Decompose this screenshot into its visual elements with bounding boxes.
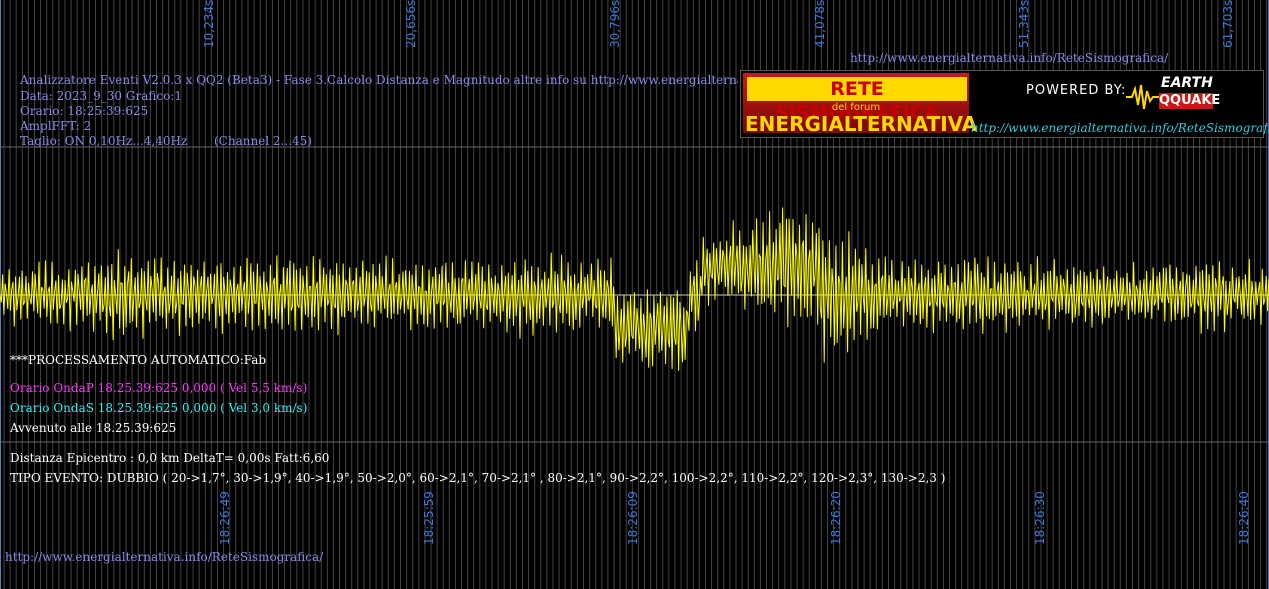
time-line: Orario: 18:25:39:625 — [20, 104, 149, 118]
top-url-link[interactable]: http://www.energialternativa.info/ReteSi… — [850, 51, 1169, 65]
date-line: Data: 2023_9_30 Grafico:1 — [20, 89, 182, 103]
bottom-tick-label: 18:25:59 — [422, 491, 436, 545]
filter-line: Taglio: ON 0,10Hz...4,40Hz (Channel 2...… — [20, 134, 312, 148]
footer-url-link[interactable]: http://www.energialternativa.info/ReteSi… — [5, 550, 324, 564]
banner-rete-label: RETE SISMOGRAFICA — [747, 77, 967, 124]
top-tick-label: 51,343s — [1017, 0, 1031, 48]
bottom-tick-label: 18:26:30 — [1033, 491, 1047, 545]
banner-earth-label: EARTH — [1161, 75, 1213, 91]
top-tick-label: 61,703s — [1221, 0, 1235, 48]
top-tick-label: 30,796s — [608, 0, 622, 48]
bottom-tick-label: 18:26:49 — [218, 491, 232, 545]
app-title: Analizzatore Eventi V2.0.3 x QQ2 (Beta3)… — [20, 73, 738, 87]
onda-p-line: Orario OndaP 18.25.39:625 0,000 ( Vel 5,… — [10, 381, 308, 395]
seismic-trace — [0, 207, 1269, 371]
banner-forum-label: del forum — [831, 102, 881, 113]
top-tick-label: 41,078s — [813, 0, 827, 48]
bottom-tick-label: 18:26:20 — [829, 491, 843, 545]
top-tick-label: 10,234s — [202, 0, 216, 48]
bottom-tick-label: 18:26:40 — [1237, 491, 1251, 545]
banner-url-link[interactable]: http://www.energialternativa.info/ReteSi… — [971, 121, 1269, 135]
banner-qquake-label: QQUAKE — [1159, 93, 1221, 109]
onda-s-line: Orario OndaS 18.25.39:625 0,000 ( Vel 3,… — [10, 401, 308, 415]
amplfft-line: AmplFFT: 2 — [20, 119, 92, 133]
processing-status: ***PROCESSAMENTO AUTOMATICO:Fab — [10, 353, 267, 367]
banner-energia-label: ENERGIALTERNATIVA — [745, 112, 978, 136]
banner-logo-block: RETE SISMOGRAFICA del forum ENERGIALTERN… — [743, 73, 978, 136]
top-tick-label: 20,656s — [404, 0, 418, 48]
avvenuto-line: Avvenuto alle 18.25.39:625 — [10, 421, 177, 435]
tipo-evento-line: TIPO EVENTO: DUBBIO ( 20->1,7°, 30->1,9°… — [10, 471, 946, 485]
bottom-tick-label: 18:26:09 — [626, 491, 640, 545]
seismo-wave-icon — [1126, 84, 1162, 110]
banner-powered-label: POWERED BY: — [1026, 83, 1127, 98]
rete-sismografica-banner: RETE SISMOGRAFICA del forum ENERGIALTERN… — [740, 70, 1269, 138]
distanza-line: Distanza Epicentro : 0,0 km DeltaT= 0,00… — [10, 451, 330, 465]
